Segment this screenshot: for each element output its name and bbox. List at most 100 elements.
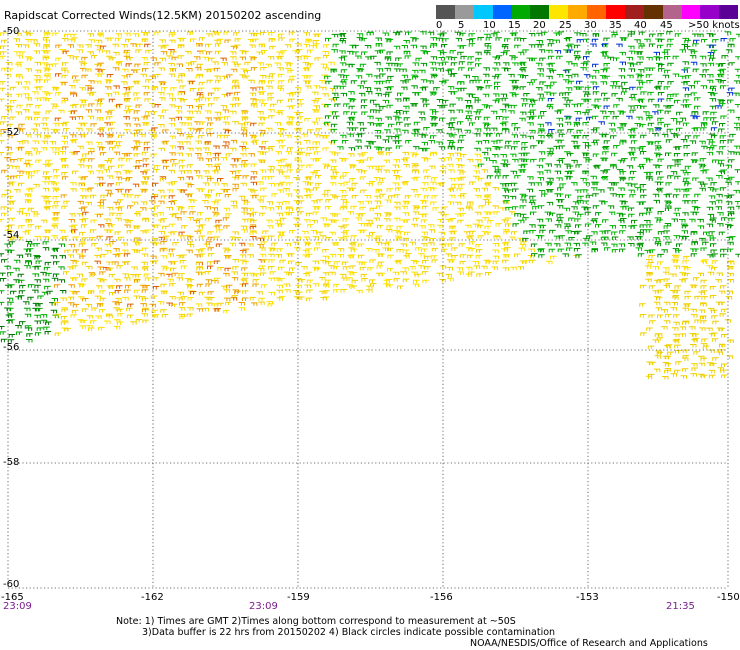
wind-barb [394,128,401,132]
wind-barb [285,134,292,139]
wind-barb [708,195,716,199]
wind-barb [566,165,574,169]
wind-barb [342,172,349,176]
wind-barb [559,183,566,187]
wind-barb [603,67,610,72]
wind-barb [424,266,431,270]
wind-barb [656,219,663,223]
wind-barb [71,229,78,233]
wind-barb [360,170,368,174]
wind-barb [628,45,635,50]
wind-barb [672,55,680,60]
wind-barb [27,284,35,288]
wind-barb [670,307,677,311]
wind-barb [195,140,202,144]
wind-barb [463,74,470,79]
wind-barb [357,122,364,126]
wind-barb [720,369,727,374]
wind-barb [213,260,221,264]
wind-barb [718,100,726,104]
wind-barb [711,332,718,336]
wind-barb [340,277,348,281]
wind-barb [388,195,395,199]
wind-barb [485,201,492,206]
wind-barb [42,37,50,41]
wind-barb [437,33,444,38]
wind-barb [195,249,203,253]
wind-barb [481,104,489,108]
wind-barb [430,67,437,71]
wind-barb [514,37,521,41]
wind-barb [324,206,332,210]
wind-barb [279,181,286,186]
wind-barb [610,163,617,168]
wind-barb [428,165,436,170]
wind-barb [115,297,122,302]
wind-barb [205,279,213,283]
wind-barb [490,127,498,132]
wind-barb [189,291,197,295]
wind-barb [45,159,52,164]
wind-barb [176,141,184,145]
wind-barb [402,278,410,283]
wind-barb [717,212,724,216]
wind-barb [229,51,237,55]
wind-barb [652,339,660,343]
wind-barb [377,261,385,266]
lon-label: -156 [430,592,453,603]
wind-barb [377,122,385,127]
wind-barb [373,165,380,170]
wind-barb [653,279,661,284]
wind-barb [619,171,627,175]
wind-barb [484,147,492,152]
wind-barb [106,74,114,78]
wind-barb [312,283,320,287]
wind-barb [241,272,248,277]
wind-barb [591,218,599,222]
footnote-line-1: Note: 1) Times are GMT 2)Times along bot… [116,616,516,627]
wind-barb [694,295,701,300]
wind-barb [86,92,94,97]
wind-barb [431,177,438,181]
wind-barb [430,92,438,96]
wind-barb [558,235,566,239]
wind-barb [657,33,664,37]
wind-barb [89,229,97,233]
wind-barb [10,159,17,163]
wind-barb [55,73,62,77]
wind-barb [294,157,302,161]
wind-barb [55,147,62,151]
wind-barb [198,253,206,257]
wind-barb [330,123,338,128]
wind-barb [312,260,319,265]
wind-barb [238,307,245,311]
wind-barb [177,97,184,102]
wind-barb [234,237,241,241]
wind-barb [539,158,546,162]
wind-barb [674,344,681,349]
wind-barb [505,140,512,145]
wind-barb [267,207,275,211]
wind-barb [734,104,740,108]
wind-barb [702,241,709,246]
wind-barb [608,122,615,127]
wind-barb [288,260,295,264]
wind-barb [71,309,79,314]
wind-barb [257,199,264,203]
wind-barb [681,225,689,229]
wind-barb [141,181,149,185]
wind-barb [249,226,257,230]
wind-barb [104,218,111,222]
wind-barb [639,303,646,307]
wind-barb [242,175,250,179]
wind-barb [4,243,11,247]
wind-barb [80,104,87,108]
wind-barb [450,62,458,66]
wind-barb [449,187,456,191]
wind-barb [726,92,734,96]
wind-barb [60,316,68,320]
wind-barb [233,91,241,96]
wind-barb [269,45,276,50]
wind-barb [331,242,339,246]
wind-barb [691,50,698,55]
